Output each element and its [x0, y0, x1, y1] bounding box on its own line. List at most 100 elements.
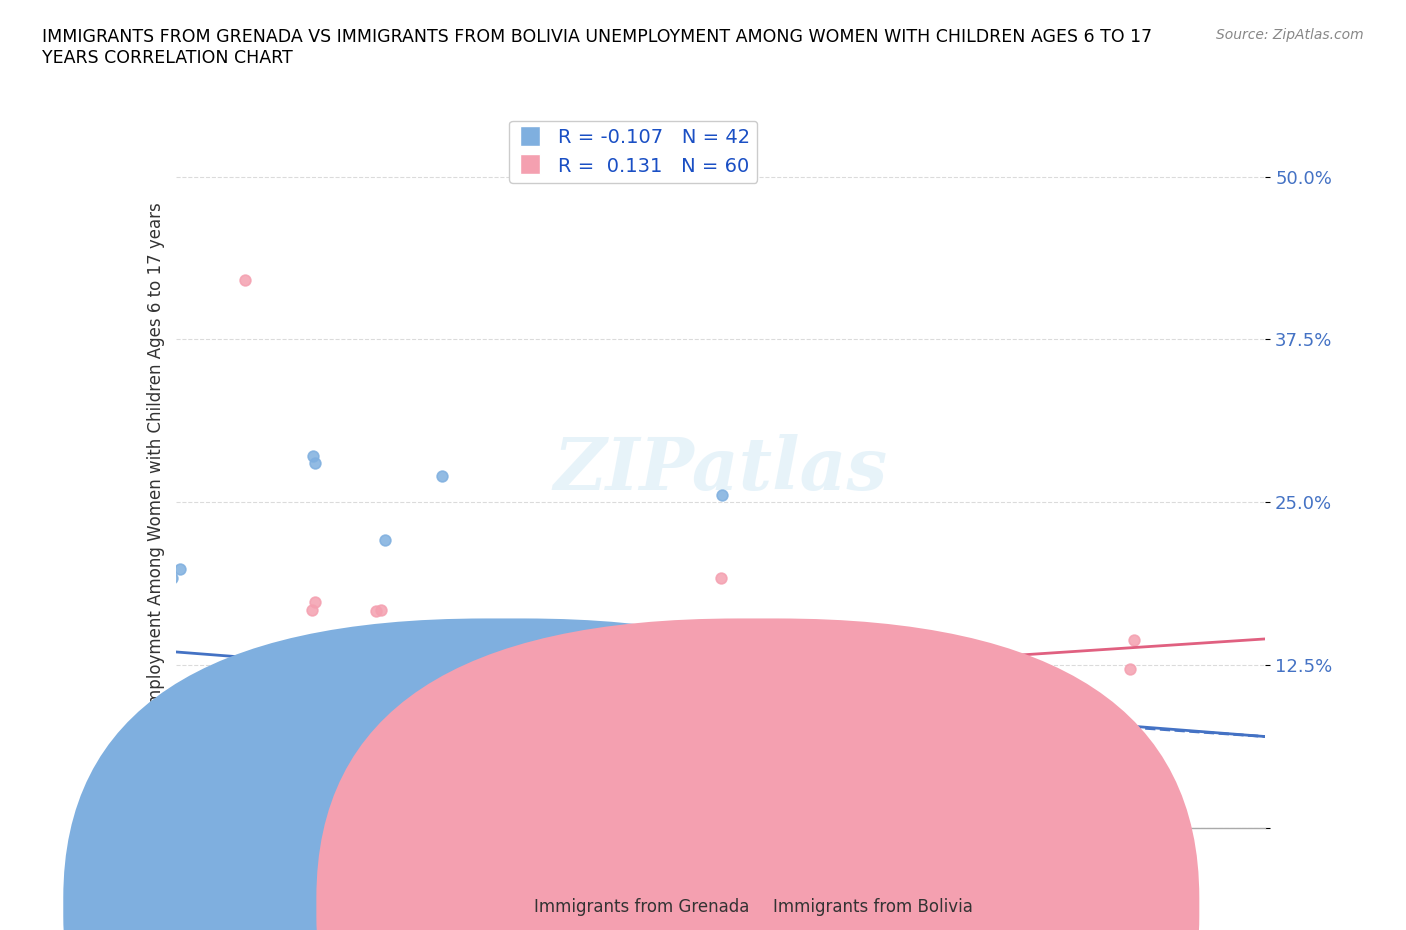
Point — [297, 664, 319, 679]
Point — [430, 469, 453, 484]
Point — [710, 571, 733, 586]
Point — [302, 757, 325, 772]
Point — [301, 769, 323, 784]
Point — [231, 712, 253, 727]
Text: 0.0%: 0.0% — [176, 867, 221, 885]
Point — [159, 738, 181, 753]
Point — [226, 747, 249, 762]
Point — [228, 766, 250, 781]
Text: Immigrants from Grenada: Immigrants from Grenada — [534, 897, 749, 916]
Point — [437, 670, 460, 684]
Point — [238, 817, 260, 832]
Point — [299, 724, 322, 739]
Text: IMMIGRANTS FROM GRENADA VS IMMIGRANTS FROM BOLIVIA UNEMPLOYMENT AMONG WOMEN WITH: IMMIGRANTS FROM GRENADA VS IMMIGRANTS FR… — [42, 28, 1153, 67]
Point — [236, 794, 259, 809]
Point — [302, 648, 325, 663]
Point — [301, 603, 323, 618]
Point — [304, 595, 326, 610]
Point — [162, 730, 184, 745]
Point — [236, 698, 259, 713]
Point — [1123, 632, 1146, 647]
Point — [165, 811, 187, 826]
Point — [160, 570, 183, 585]
Point — [235, 771, 257, 786]
Text: Source: ZipAtlas.com: Source: ZipAtlas.com — [1216, 28, 1364, 42]
Point — [299, 730, 322, 745]
Point — [235, 701, 257, 716]
Point — [233, 784, 256, 799]
Point — [162, 695, 184, 710]
Point — [437, 633, 460, 648]
Point — [295, 712, 318, 727]
Point — [166, 789, 188, 804]
Point — [373, 533, 395, 548]
Point — [169, 562, 191, 577]
Point — [983, 731, 1005, 746]
Point — [226, 777, 249, 792]
Point — [711, 487, 734, 502]
Point — [231, 754, 253, 769]
Point — [169, 814, 191, 829]
Point — [443, 624, 465, 639]
Point — [229, 745, 252, 760]
Point — [162, 706, 184, 721]
Point — [236, 809, 259, 824]
Point — [233, 713, 256, 728]
Point — [165, 758, 187, 773]
Point — [295, 707, 318, 722]
Point — [229, 788, 252, 803]
Point — [232, 726, 254, 741]
Point — [159, 804, 181, 819]
Point — [298, 778, 321, 793]
Point — [228, 798, 250, 813]
Point — [295, 786, 318, 801]
Point — [238, 777, 260, 792]
Point — [370, 602, 392, 617]
Point — [172, 759, 194, 774]
Point — [430, 674, 453, 689]
Point — [157, 691, 180, 706]
Point — [228, 765, 250, 780]
Point — [165, 784, 187, 799]
Point — [295, 656, 318, 671]
Point — [305, 761, 328, 776]
Point — [235, 798, 257, 813]
Point — [169, 796, 191, 811]
Point — [301, 746, 323, 761]
Point — [512, 626, 534, 641]
Point — [165, 725, 187, 740]
Point — [163, 767, 186, 782]
Point — [236, 750, 259, 764]
Point — [169, 687, 191, 702]
Point — [236, 794, 259, 809]
Point — [304, 456, 326, 471]
Point — [166, 714, 188, 729]
Point — [228, 758, 250, 773]
Point — [1119, 661, 1142, 676]
Point — [229, 722, 252, 737]
Text: Immigrants from Bolivia: Immigrants from Bolivia — [773, 897, 973, 916]
Point — [235, 733, 257, 748]
Point — [302, 734, 325, 749]
Point — [239, 776, 262, 790]
Point — [162, 774, 184, 789]
Point — [299, 711, 322, 725]
Point — [226, 704, 249, 719]
Point — [226, 759, 249, 774]
Point — [231, 781, 253, 796]
Point — [233, 727, 256, 742]
Point — [167, 818, 190, 833]
Point — [297, 717, 319, 732]
Y-axis label: Unemployment Among Women with Children Ages 6 to 17 years: Unemployment Among Women with Children A… — [146, 202, 165, 737]
Point — [374, 646, 396, 661]
Point — [302, 704, 325, 719]
Point — [506, 634, 529, 649]
Point — [162, 746, 184, 761]
Point — [509, 700, 531, 715]
Point — [166, 711, 188, 725]
Point — [172, 742, 194, 757]
Point — [295, 802, 318, 817]
Point — [298, 791, 321, 806]
Point — [304, 720, 326, 735]
Point — [301, 448, 323, 463]
